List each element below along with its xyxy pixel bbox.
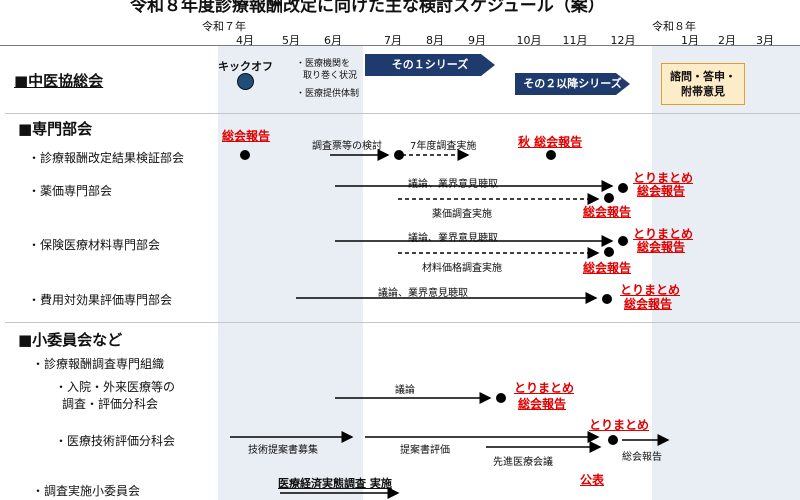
- nyuin-report: 総会報告: [518, 397, 567, 411]
- nyuin-milestone: [496, 393, 506, 403]
- senmon-label: ■専門部会: [18, 120, 93, 138]
- kickoff-label: キックオフ: [218, 60, 273, 73]
- hiyo-milestone: [602, 294, 612, 304]
- kensho-survey-run: 7年度調査実施: [410, 141, 477, 152]
- yakka-summary: とりまとめ: [633, 171, 694, 185]
- month-label: 11月: [562, 34, 588, 47]
- yakka-milestone: [618, 183, 628, 193]
- final-decision-box: 諮問・答申・ 附帯意見: [661, 63, 745, 105]
- chosa-label: ・調査実施小委員会: [32, 484, 141, 498]
- hiyo-summary: とりまとめ: [620, 283, 681, 297]
- nyuin-summary: とりまとめ: [514, 381, 575, 395]
- month-label: 10月: [516, 34, 542, 47]
- zairyo-report2: 総会報告: [637, 240, 686, 254]
- gijutsu-label: ・医療技術評価分科会: [55, 434, 176, 448]
- gijutsu-recruit: 技術提案書募集: [248, 445, 318, 456]
- hiyo-discussion: 議論、業界意見聴取: [378, 288, 468, 299]
- nyuin-label: ・入院・外来医療等の: [55, 380, 176, 394]
- chosa-publish: 公表: [580, 473, 605, 487]
- timeline-top-rule: [0, 45, 800, 46]
- zairyo-summary: とりまとめ: [633, 227, 694, 241]
- yakka-survey: 薬価調査実施: [432, 209, 492, 220]
- shoiinkai-label: ■小委員会など: [18, 331, 123, 349]
- gijutsu-summary: とりまとめ: [589, 418, 650, 432]
- month-label: 1月: [681, 34, 699, 47]
- era-r7: 令和７年: [202, 20, 246, 33]
- page-title: 令和８年度診療報酬改定に向けた主な検討スケジュール（案）: [130, 0, 605, 16]
- kensho-label: ・診療報酬改定結果検証部会: [28, 151, 185, 165]
- zairyo-discussion: 議論、業界意見聴取: [408, 233, 498, 244]
- zairyo-survey: 材料価格調査実施: [422, 263, 502, 274]
- month-label: 7月: [384, 34, 402, 47]
- kensho-milestone: [240, 150, 250, 160]
- nyuin-discussion: 議論: [395, 385, 415, 396]
- yakka-report2: 総会報告: [637, 184, 686, 198]
- month-label: 9月: [468, 34, 486, 47]
- final-box-line: 附帯意見: [681, 85, 725, 98]
- yakka-discussion: 議論、業界意見聴取: [408, 179, 498, 190]
- gijutsu-evaluate: 提案書評価: [400, 445, 450, 456]
- yakka-report: 総会報告: [583, 205, 632, 219]
- chuikyo-label: ■中医協総会: [14, 72, 104, 90]
- gijutsu-milestone: [608, 435, 618, 445]
- chuikyo-note: 取り巻く状況: [303, 71, 358, 81]
- chuikyo-note: ・医療機関を: [296, 59, 351, 69]
- hiyo-label: ・費用対効果評価専門部会: [28, 293, 173, 307]
- kensho-milestone: [546, 150, 556, 160]
- section-divider: [5, 322, 800, 323]
- month-label: 4月: [236, 34, 254, 47]
- zairyo-label: ・保険医療材料専門部会: [28, 238, 161, 252]
- kensho-report: 総会報告: [222, 129, 271, 143]
- org-label: ・診療報酬調査専門組織: [32, 357, 165, 371]
- month-label: 3月: [756, 34, 774, 47]
- series1-arrow: その１シリーズ: [365, 54, 495, 76]
- gijutsu-senshin: 先進医療会議: [493, 457, 553, 468]
- chosa-survey: 医療経済実態調査 実施: [278, 477, 392, 490]
- zairyo-report: 総会報告: [583, 261, 632, 275]
- kensho-autumn-report: 秋 総会報告: [518, 135, 583, 149]
- yakka-milestone: [604, 193, 614, 203]
- nyuin-label: 調査・評価分科会: [62, 397, 159, 411]
- month-label: 2月: [718, 34, 736, 47]
- shade-winter: [652, 45, 800, 500]
- final-box-line: 諮問・答申・: [670, 70, 736, 83]
- kickoff-marker: [237, 73, 254, 90]
- section-divider: [5, 113, 800, 114]
- shade-spring: [218, 45, 363, 500]
- kensho-milestone: [394, 150, 404, 160]
- era-r8: 令和８年: [652, 20, 696, 33]
- hiyo-report: 総会報告: [624, 297, 673, 311]
- chuikyo-note: ・医療提供体制: [296, 89, 360, 99]
- kensho-survey-review: 調査票等の検討: [312, 141, 382, 152]
- month-label: 5月: [282, 34, 300, 47]
- zairyo-milestone: [618, 236, 628, 246]
- zairyo-milestone: [604, 247, 614, 257]
- gijutsu-report: 総会報告: [622, 452, 662, 463]
- month-label: 12月: [610, 34, 636, 47]
- yakka-label: ・薬価専門部会: [28, 184, 113, 198]
- series2-arrow: その２以降シリーズ: [515, 73, 630, 95]
- month-label: 8月: [426, 34, 444, 47]
- month-label: 6月: [324, 34, 342, 47]
